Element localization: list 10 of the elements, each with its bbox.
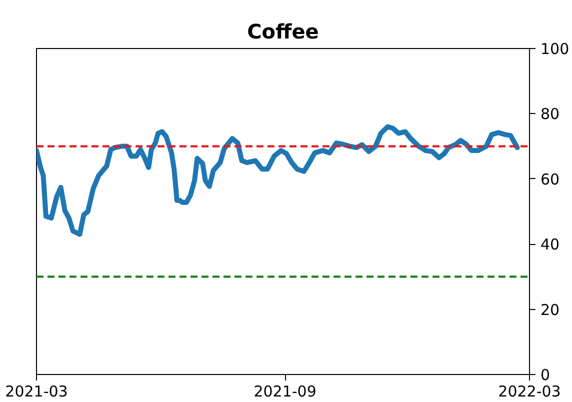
y-tick-label: 40	[540, 236, 560, 254]
y-tick-label: 60	[540, 170, 560, 188]
y-tick-label: 0	[540, 366, 550, 384]
x-tick-label: 2021-09	[254, 382, 316, 400]
x-tick-label: 2021-03	[5, 382, 68, 400]
y-tick-label: 100	[540, 40, 570, 58]
x-tick-label: 2022-03	[498, 382, 561, 400]
y-tick-label: 20	[540, 300, 560, 319]
y-tick-label: 80	[540, 105, 560, 124]
chart-title: Coffee	[247, 20, 319, 44]
